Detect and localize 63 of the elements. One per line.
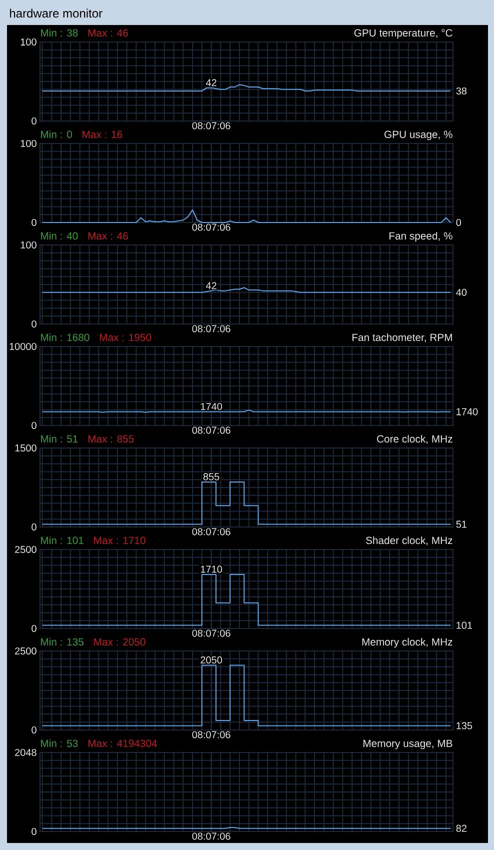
data-label: 42 bbox=[206, 79, 216, 86]
text: Max : 16 bbox=[82, 130, 122, 138]
x-tick-label: 08:07:06 bbox=[192, 426, 230, 434]
x-tick-label: 08:07:06 bbox=[192, 731, 230, 738]
chart-title: Memory usage, MB bbox=[363, 740, 452, 750]
y-tick-label: 0 bbox=[32, 422, 36, 430]
y-tick-label: 0 bbox=[32, 218, 36, 226]
chart-title: Memory clock, MHz bbox=[362, 638, 452, 648]
x-tick-label: 08:07:06 bbox=[192, 224, 230, 231]
text: Min : 38 bbox=[41, 28, 78, 37]
text: Max : 4194304 bbox=[88, 740, 157, 748]
text: Min : 51 bbox=[41, 434, 78, 443]
x-tick-label: 08:07:06 bbox=[192, 832, 230, 840]
text: Min : 53 bbox=[41, 739, 78, 748]
data-label: 42 bbox=[206, 282, 216, 290]
y-tick-label: 10000 bbox=[10, 342, 36, 350]
data-label: 2050 bbox=[200, 656, 222, 664]
text: hardware monitor bbox=[10, 8, 102, 18]
text: Max : 2050 bbox=[94, 638, 146, 646]
y-tick-label: 0 bbox=[32, 523, 36, 531]
x-tick-label: 08:07:06 bbox=[192, 122, 230, 130]
chart-title: Fan speed, % bbox=[389, 232, 452, 242]
data-label: 1710 bbox=[200, 566, 222, 573]
y-tick-label: 2048 bbox=[15, 748, 36, 756]
x-tick-label: 08:07:06 bbox=[192, 325, 230, 332]
y-tick-label: 100 bbox=[20, 241, 36, 249]
data-label: 38 bbox=[456, 87, 467, 95]
text: Max : 1710 bbox=[94, 536, 146, 544]
chart-title: Fan tachometer, RPM bbox=[352, 333, 452, 342]
text: Min : 40 bbox=[41, 232, 78, 240]
data-label: 82 bbox=[456, 824, 466, 832]
data-label: 1740 bbox=[456, 408, 478, 416]
y-tick-label: 1500 bbox=[15, 444, 36, 452]
y-tick-label: 0 bbox=[32, 624, 36, 632]
text: Min : 135 bbox=[41, 638, 84, 646]
data-label: 135 bbox=[456, 722, 472, 730]
x-tick-label: 08:07:06 bbox=[192, 528, 230, 536]
y-tick-label: 100 bbox=[20, 38, 36, 46]
data-label: 0 bbox=[456, 218, 462, 226]
data-label: 1740 bbox=[200, 402, 222, 410]
chart-title: GPU usage, % bbox=[384, 130, 452, 140]
y-tick-label: 100 bbox=[20, 140, 36, 148]
text: Min : 0 bbox=[41, 130, 72, 138]
text: Min : 101 bbox=[41, 536, 84, 544]
y-tick-label: 0 bbox=[32, 828, 36, 836]
x-tick-label: 08:07:06 bbox=[192, 630, 230, 637]
chart-title: Core clock, MHz bbox=[377, 434, 452, 444]
text: Max : 855 bbox=[88, 435, 134, 443]
data-label: 40 bbox=[456, 288, 467, 296]
y-tick-label: 0 bbox=[32, 117, 36, 125]
y-tick-label: 0 bbox=[32, 726, 36, 734]
y-tick-label: 0 bbox=[32, 320, 36, 328]
text: Max : 46 bbox=[88, 232, 128, 240]
data-label: 855 bbox=[203, 473, 220, 480]
y-tick-label: 2500 bbox=[15, 647, 36, 655]
text: Max : 1950 bbox=[100, 334, 152, 342]
y-tick-label: 2500 bbox=[15, 546, 36, 554]
data-label: 101 bbox=[456, 622, 472, 629]
chart-title: Shader clock, MHz bbox=[366, 536, 452, 546]
text: Min : 1680 bbox=[41, 333, 90, 342]
data-label: 51 bbox=[456, 520, 466, 528]
chart-title: GPU temperature, °C bbox=[354, 29, 452, 39]
text: Max : 46 bbox=[88, 29, 128, 37]
